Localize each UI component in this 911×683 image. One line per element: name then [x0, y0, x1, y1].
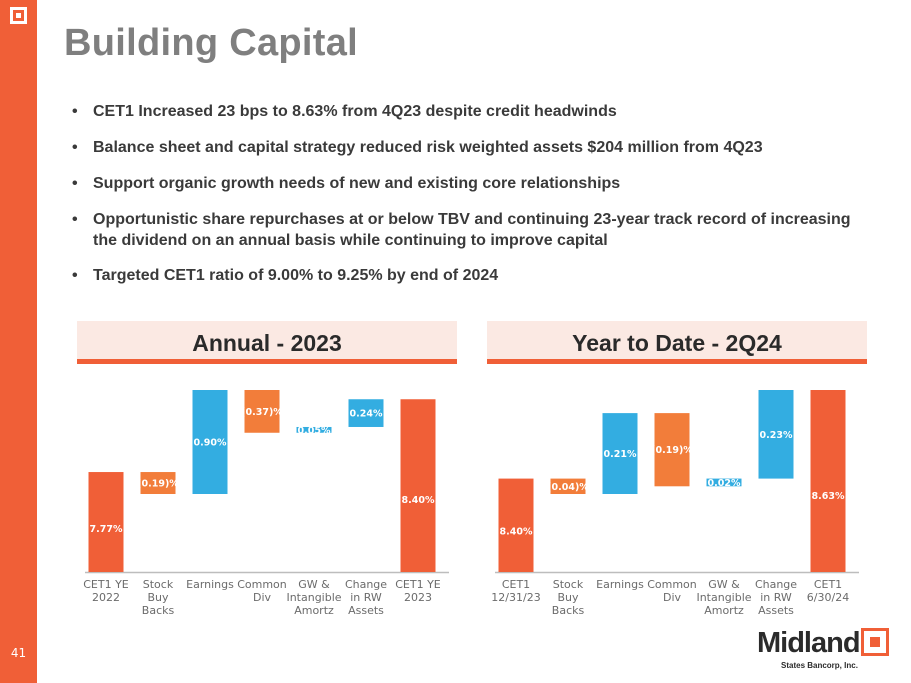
chart-title: Annual - 2023 [192, 330, 342, 356]
slide-title: Building Capital [64, 22, 359, 64]
category-label: Common [237, 578, 287, 591]
category-label: Assets [348, 604, 384, 617]
bullet-list: • CET1 Increased 23 bps to 8.63% from 4Q2… [70, 101, 860, 301]
data-label: 8.63% [812, 491, 845, 502]
data-label: 0.21% [604, 449, 637, 460]
chart-header: Year to Date - 2Q24 [487, 321, 867, 364]
data-label: 0.05% [298, 425, 331, 436]
bar-1 [140, 472, 176, 494]
category-label: CET1 [502, 578, 530, 591]
category-label: Stock [553, 578, 584, 591]
bullet-icon: • [72, 211, 78, 228]
waterfall-chart-annual: 7.77%CET1 YE2022(0.19)%StockBuyBacks0.90… [83, 390, 449, 617]
category-label: in RW [350, 591, 382, 604]
category-label: Earnings [596, 578, 644, 591]
data-label: (0.19)% [137, 479, 179, 490]
category-label: Change [755, 578, 797, 591]
bullet-text: Support organic growth needs of new and … [93, 175, 621, 192]
bar-4 [706, 478, 742, 487]
category-label: Assets [758, 604, 794, 617]
bar-2 [192, 390, 228, 494]
bullet-icon: • [72, 103, 78, 120]
category-label: Backs [552, 604, 585, 617]
category-label: Stock [143, 578, 174, 591]
data-label: (0.19)% [651, 445, 693, 456]
ytd-2q24-chart-panel: Year to Date - 2Q24 8.40% CET1 12/31/23 (0.… [487, 321, 867, 619]
category-label: Amortz [704, 604, 744, 617]
bar-6 [810, 390, 846, 572]
brand-subtitle: States Bancorp, Inc. [781, 661, 858, 670]
bar-5 [348, 399, 384, 427]
data-label: (0.04)% [547, 482, 589, 493]
bar-3 [244, 390, 280, 433]
category-label: Div [253, 591, 272, 604]
bullet-text: Targeted CET1 ratio of 9.00% to 9.25% by… [93, 267, 499, 284]
category-label: Amortz [294, 604, 334, 617]
data-label: 8.40% [500, 527, 533, 538]
category-label: Backs [142, 604, 175, 617]
category-label: CET1 [814, 578, 842, 591]
brand-name: Midland [757, 627, 861, 659]
category-label: CET1 YE [83, 578, 129, 591]
bullet-icon: • [72, 267, 78, 284]
bullet-item: • Balance sheet and capital strategy redu… [70, 137, 860, 158]
category-label: Change [345, 578, 387, 591]
bar-0 [88, 472, 124, 572]
category-label: GW & [298, 578, 330, 591]
bullet-item: • CET1 Increased 23 bps to 8.63% from 4Q2… [70, 101, 860, 122]
brand-square-icon [861, 628, 889, 656]
category-label: Earnings [186, 578, 234, 591]
data-label: 8.40% [402, 495, 435, 506]
category-label: 12/31/23 [491, 591, 540, 604]
category-label: Intangible [696, 591, 751, 604]
data-label: 7.77% [90, 524, 123, 535]
midland-logo: Midland States Bancorp, Inc. [757, 627, 897, 677]
bullet-item: • Targeted CET1 ratio of 9.00% to 9.25% b… [70, 265, 860, 286]
bullet-item: • Opportunistic share repurchases at or b… [70, 209, 860, 251]
logo-square-icon [10, 7, 27, 24]
category-label: Div [663, 591, 682, 604]
category-label: GW & [708, 578, 740, 591]
bar-3 [654, 413, 690, 487]
category-label: in RW [760, 591, 792, 604]
category-label: Intangible [286, 591, 341, 604]
data-label: 0.24% [350, 409, 383, 420]
chart-header: Annual - 2023 [77, 321, 457, 364]
category-label: Common [647, 578, 697, 591]
category-label: Buy [147, 591, 169, 604]
bullet-text: Opportunistic share repurchases at or be… [93, 211, 851, 249]
category-label: Buy [557, 591, 579, 604]
data-label: (0.37)% [241, 407, 283, 418]
bar-5 [758, 390, 794, 479]
bullet-item: • Support organic growth needs of new and… [70, 173, 860, 194]
category-label: 2022 [92, 591, 120, 604]
bullet-icon: • [72, 175, 78, 192]
bar-6 [400, 399, 436, 572]
bar-0 [498, 478, 534, 572]
bar-4 [296, 426, 332, 433]
annual-2023-chart-panel: Annual - 2023 7.77% CET1 YE 2022 (0.19)% Sto… [77, 321, 457, 619]
category-label: 6/30/24 [807, 591, 849, 604]
bar-1 [550, 478, 586, 494]
bar-2 [602, 413, 638, 494]
page-number: 41 [10, 646, 27, 660]
category-label: 2023 [404, 591, 432, 604]
bullet-text: CET1 Increased 23 bps to 8.63% from 4Q23… [93, 103, 617, 120]
chart-title: Year to Date - 2Q24 [572, 330, 782, 356]
category-label: CET1 YE [395, 578, 441, 591]
waterfall-chart-ytd: 8.40%CET112/31/23(0.04)%StockBuyBacks0.2… [491, 390, 859, 617]
data-label: 0.23% [760, 430, 793, 441]
bullet-icon: • [72, 139, 78, 156]
data-label: 0.02% [708, 478, 741, 489]
side-accent-bar: 41 [0, 0, 37, 683]
bullet-text: Balance sheet and capital strategy reduc… [93, 139, 763, 156]
data-label: 0.90% [194, 438, 227, 449]
